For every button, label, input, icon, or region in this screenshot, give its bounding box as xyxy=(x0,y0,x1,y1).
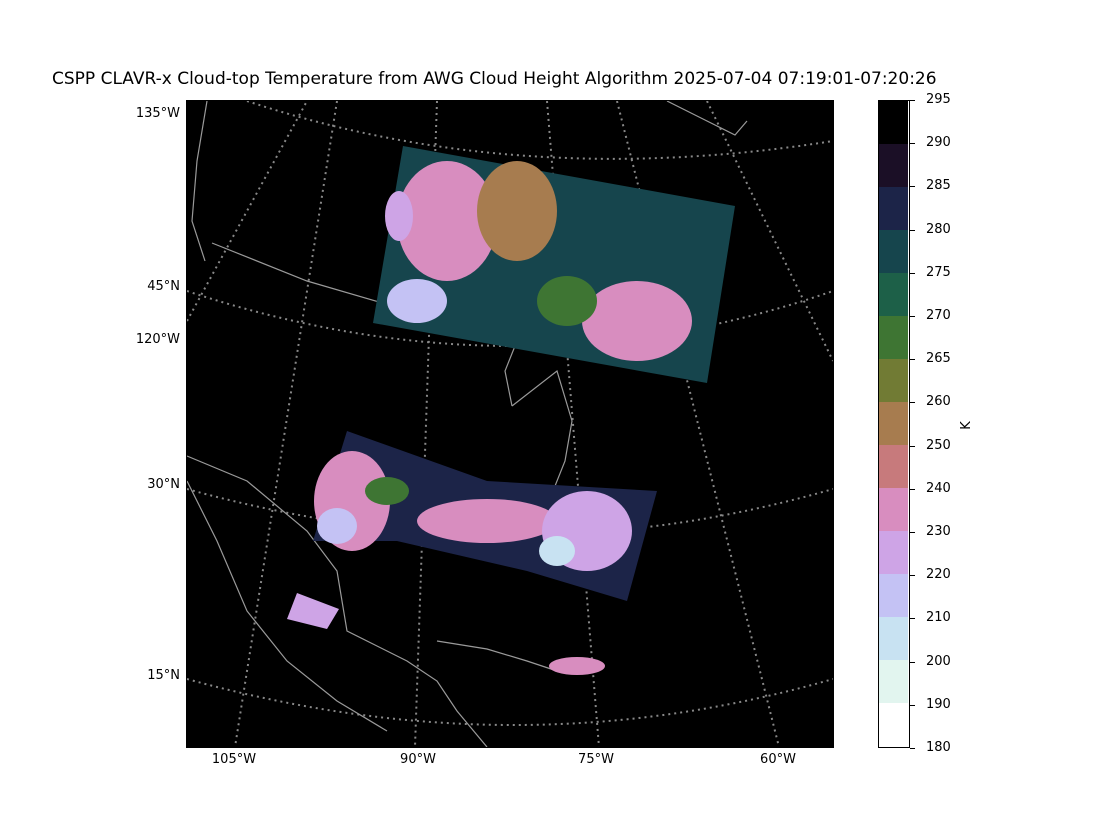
map-panel xyxy=(186,100,834,748)
colorbar-tick-label: 240 xyxy=(926,480,951,496)
colorbar-segment xyxy=(879,230,908,274)
colorbar-tick-mark xyxy=(910,618,915,620)
colorbar-segment xyxy=(879,273,908,317)
lon-label-90w: 90°W xyxy=(400,752,436,767)
colorbar-segment xyxy=(879,660,908,704)
lat-label-45n: 45°N xyxy=(147,279,180,294)
cloud-swath-north xyxy=(373,146,735,383)
colorbar-segment xyxy=(879,488,908,532)
cloud-swath-south xyxy=(287,431,657,675)
colorbar-tick-label: 230 xyxy=(926,524,951,539)
colorbar-segment xyxy=(879,101,908,145)
colorbar-tick-label: 260 xyxy=(926,394,951,410)
lon-label-75w: 75°W xyxy=(578,752,614,767)
colorbar-tick-mark xyxy=(910,272,915,274)
colorbar-tick-mark xyxy=(910,100,915,101)
colorbar-tick-mark xyxy=(910,704,915,706)
colorbar-tick-mark xyxy=(910,532,915,533)
mexico-west xyxy=(187,480,388,732)
colorbar-tick-mark xyxy=(910,445,915,447)
parallel-60n xyxy=(246,101,833,160)
colorbar-tick-label: 180 xyxy=(926,740,951,755)
meridian-45w xyxy=(706,101,833,362)
colorbar-tick-mark xyxy=(910,143,915,145)
colorbar-tick-mark xyxy=(910,661,915,663)
meridian-105w xyxy=(234,101,338,747)
colorbar-tick-label: 285 xyxy=(926,178,951,194)
colorbar-tick-mark xyxy=(910,316,915,317)
colorbar-tick-label: 295 xyxy=(926,92,951,107)
chart-title: CSPP CLAVR-x Cloud-top Temperature from … xyxy=(52,69,937,89)
colorbar-segment xyxy=(879,359,908,403)
colorbar-tick-label: 210 xyxy=(926,610,951,626)
map-canvas xyxy=(187,101,833,747)
colorbar-tick-mark xyxy=(910,402,915,404)
lon-label-105w: 105°W xyxy=(211,752,257,767)
colorbar-segment xyxy=(879,144,908,188)
colorbar-tick-mark xyxy=(910,575,915,577)
colorbar xyxy=(878,100,910,748)
colorbar-tick-label: 280 xyxy=(926,221,951,237)
parallel-45n xyxy=(187,290,833,347)
colorbar-segment xyxy=(879,445,908,489)
meridian-135w xyxy=(187,101,308,322)
colorbar-tick-label: 200 xyxy=(926,653,951,669)
colorbar-tick-label: 275 xyxy=(926,264,951,280)
lat-label-120w: 120°W xyxy=(135,332,180,347)
gulf-coast xyxy=(187,455,488,747)
colorbar-tick-label: 250 xyxy=(926,437,951,453)
colorbar-segment xyxy=(879,316,908,360)
lon-label-60w: 60°W xyxy=(760,752,796,767)
colorbar-tick-label: 265 xyxy=(926,351,951,367)
colorbar-segment xyxy=(879,617,908,661)
colorbar-segment xyxy=(879,574,908,618)
colorbar-tick-label: 270 xyxy=(926,308,951,323)
lat-label-15n: 15°N xyxy=(147,668,180,683)
colorbar-tick-mark xyxy=(910,359,915,361)
lat-label-30n: 30°N xyxy=(147,477,180,492)
colorbar-tick-mark xyxy=(910,229,915,231)
parallel-15n xyxy=(187,678,833,726)
colorbar-tick-mark xyxy=(910,488,915,490)
colorbar-unit-label: K xyxy=(958,421,974,430)
colorbar-tick-mark xyxy=(910,748,915,749)
colorbar-tick-mark xyxy=(910,186,915,188)
colorbar-tick-label: 190 xyxy=(926,696,951,712)
colorbar-segment xyxy=(879,402,908,446)
colorbar-segment xyxy=(879,703,908,746)
colorbar-segment xyxy=(879,531,908,575)
greenland xyxy=(666,101,748,136)
colorbar-tick-label: 220 xyxy=(926,567,951,583)
colorbar-tick-label: 290 xyxy=(926,135,951,151)
colorbar-scale xyxy=(879,101,908,746)
lat-label-135w: 135°W xyxy=(135,106,180,121)
colorbar-segment xyxy=(879,187,908,231)
pacific-coast xyxy=(191,101,208,262)
caribbean xyxy=(436,640,558,672)
